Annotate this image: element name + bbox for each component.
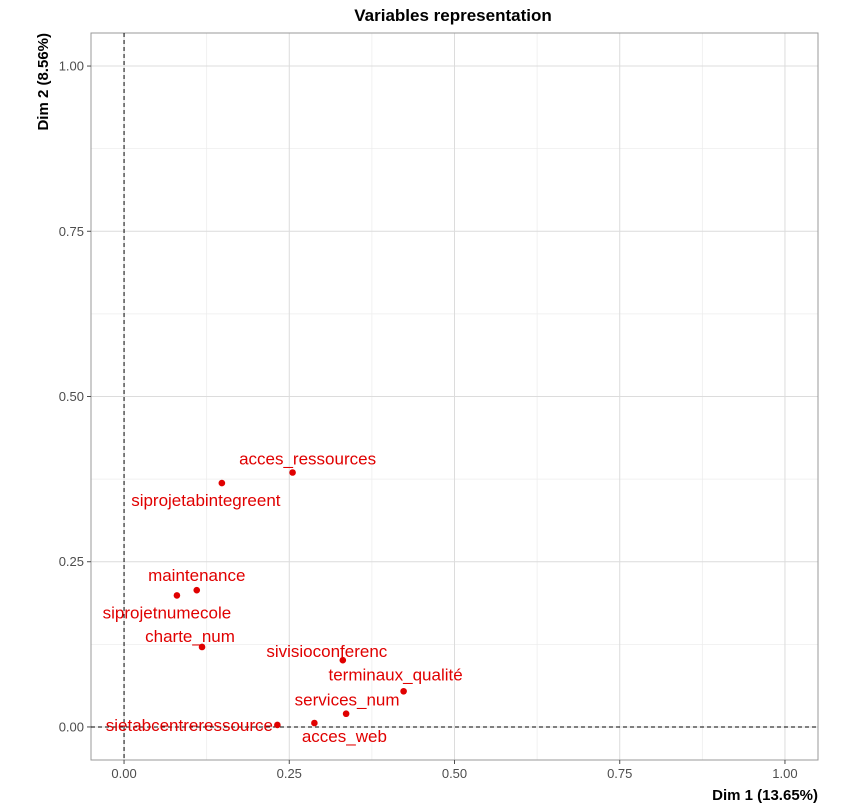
x-axis-title: Dim 1 (13.65%) — [712, 787, 818, 804]
grid — [91, 33, 818, 760]
data-point — [289, 469, 296, 476]
x-tick-label: 0.50 — [442, 766, 467, 781]
data-point — [274, 721, 281, 729]
reference-lines — [91, 33, 818, 760]
y-tick-label: 0.00 — [59, 719, 84, 734]
data-point — [400, 687, 407, 695]
data-point — [198, 643, 206, 651]
point-label: acces_web — [302, 727, 387, 746]
x-tick-label: 1.00 — [772, 766, 797, 781]
point-label: services_num — [295, 691, 400, 710]
data-point — [218, 479, 226, 487]
y-tick-label: 0.75 — [59, 224, 84, 239]
points: acces_ressources siprojetabintegreent main… — [103, 450, 463, 746]
point-label: sivisioconferenc — [266, 642, 387, 661]
point-label: sietabcentreressource — [106, 716, 273, 735]
x-tick-label: 0.25 — [277, 766, 302, 781]
point-label: siprojetnumecole — [103, 603, 232, 622]
point-label: acces_ressources — [239, 450, 376, 469]
y-tick-label: 0.25 — [59, 554, 84, 569]
data-point — [193, 586, 201, 594]
data-point — [311, 719, 318, 727]
x-tick-label: 0.75 — [607, 766, 632, 781]
data-point — [339, 656, 347, 664]
chart-title: Variables representation — [354, 6, 551, 25]
axis-ticks: 0.00 0.25 0.50 0.75 1.00 0.00 0.25 0.50 0.75 1.00 — [59, 59, 798, 781]
point-label: terminaux_qualité — [329, 665, 463, 684]
y-axis-title: Dim 2 (8.56%) — [35, 33, 52, 131]
point-label: siprojetabintegreent — [131, 491, 281, 510]
point-label: maintenance — [148, 566, 245, 585]
y-tick-label: 1.00 — [59, 59, 84, 74]
y-tick-label: 0.50 — [59, 389, 84, 404]
x-tick-label: 0.00 — [111, 766, 136, 781]
point-label: charte_num — [145, 627, 235, 646]
data-point — [173, 592, 181, 599]
data-point — [342, 710, 350, 718]
